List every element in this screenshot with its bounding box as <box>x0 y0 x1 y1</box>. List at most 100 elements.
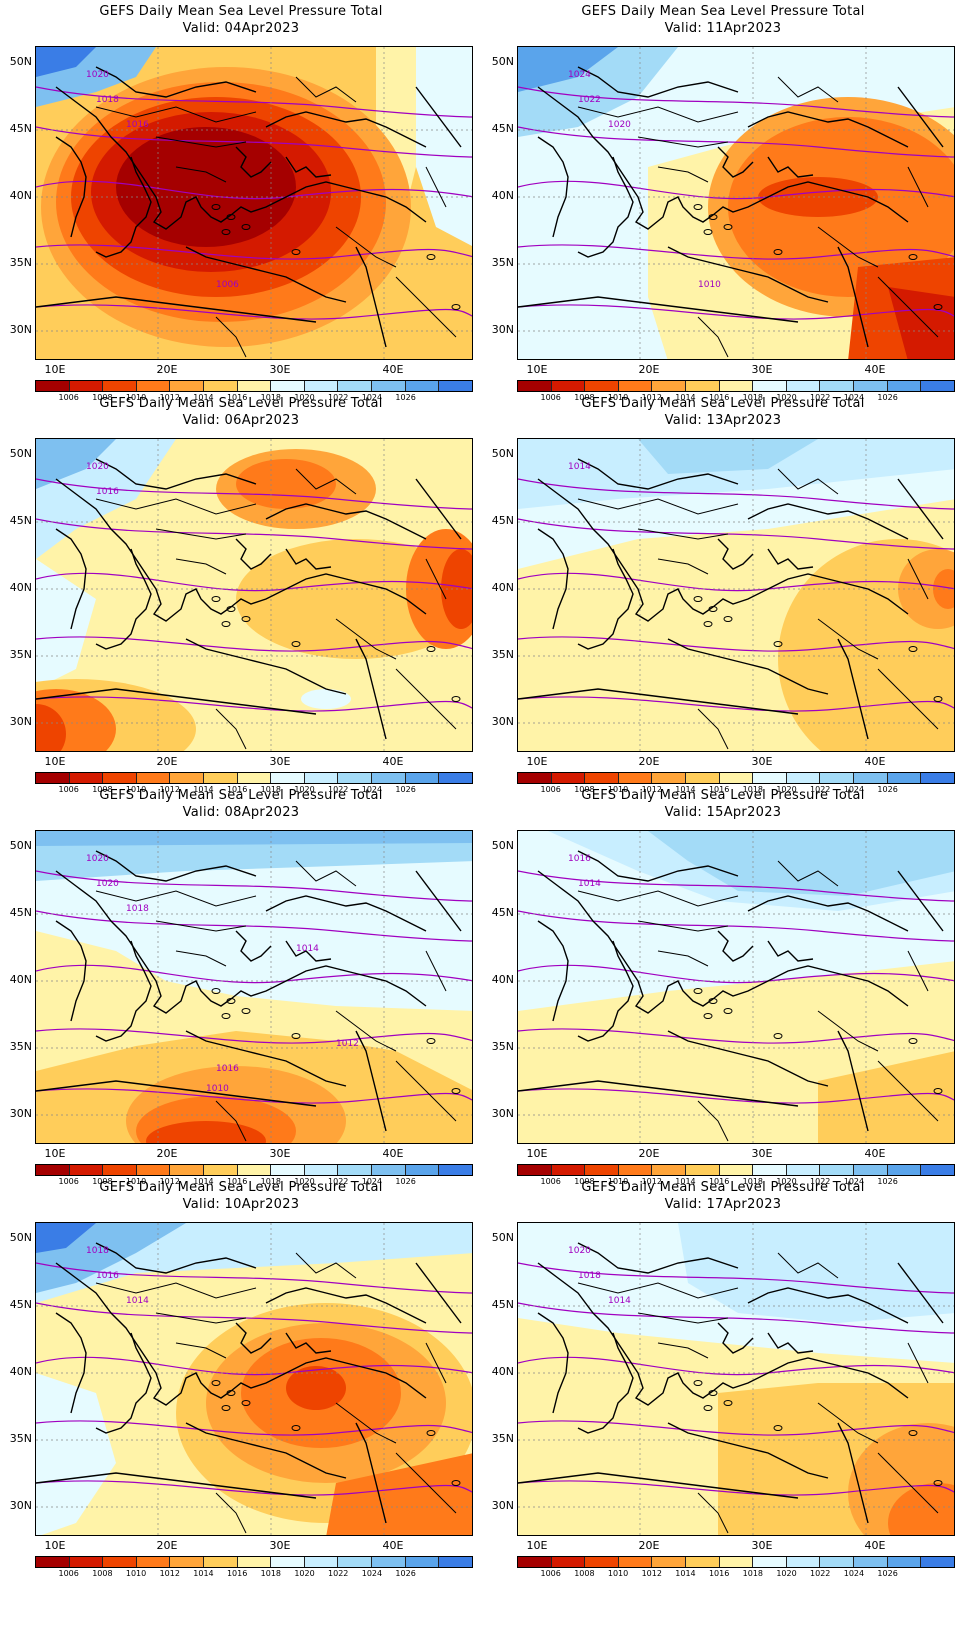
pressure-map: 1016 1014 <box>517 830 955 1144</box>
colorbar-swatch <box>405 1165 440 1175</box>
pressure-map: 1018 1016 1014 <box>35 1222 473 1536</box>
colorbar-swatch <box>405 773 440 783</box>
colorbar-swatch <box>820 1165 855 1175</box>
colorbar-label: 1016 <box>226 785 248 794</box>
colorbar-label: 1012 <box>641 1177 662 1186</box>
colorbar-swatch <box>686 1165 720 1175</box>
longitude-label: 30E <box>751 755 773 768</box>
colorbar-swatch <box>304 773 339 783</box>
colorbar-swatch <box>786 773 821 783</box>
colorbar-swatch <box>786 1557 821 1567</box>
map-panel-13apr: GEFS Daily Mean Sea Level Pressure Total… <box>482 392 964 802</box>
pressure-map: 1014 <box>517 438 955 752</box>
colorbar-swatch <box>719 773 754 783</box>
colorbar-swatch <box>618 1165 653 1175</box>
longitude-label: 40E <box>382 1539 404 1552</box>
colorbar-swatch <box>136 1557 171 1567</box>
colorbar-swatch <box>618 381 653 391</box>
pressure-map: 1024 1022 1020 1010 <box>517 46 955 360</box>
map-panel-10apr: GEFS Daily Mean Sea Level Pressure Total… <box>0 1176 482 1586</box>
latitude-label: 40N <box>9 973 32 986</box>
longitude-label: 40E <box>864 755 886 768</box>
contour-label: 1016 <box>216 1064 239 1074</box>
colorbar-label: 1010 <box>125 393 147 402</box>
contour-label: 1014 <box>296 944 319 954</box>
latitude-label: 35N <box>9 1432 32 1445</box>
longitude-label: 20E <box>638 755 660 768</box>
valid-date: Valid: 10Apr2023 <box>182 1197 300 1212</box>
colorbar-swatch <box>69 1557 104 1567</box>
colorbar-label: 1024 <box>843 1569 865 1578</box>
longitude-label: 20E <box>156 755 178 768</box>
contour-label: 1010 <box>698 280 721 290</box>
contour-label: 1020 <box>568 1246 591 1256</box>
colorbar-label: 1006 <box>58 1569 79 1578</box>
colorbar-swatch <box>271 381 305 391</box>
longitude-label: 10E <box>44 1539 66 1552</box>
longitude-label: 10E <box>44 755 66 768</box>
contour-label: 1022 <box>578 95 601 105</box>
colorbar-label: 1006 <box>58 393 79 402</box>
colorbar-label: 1006 <box>58 1177 79 1186</box>
colorbar-label: 1010 <box>607 785 629 794</box>
colorbar-swatch <box>753 1165 787 1175</box>
latitude-label: 50N <box>9 839 32 852</box>
colorbar-label: 1012 <box>159 785 180 794</box>
colorbar-swatch <box>921 1557 954 1567</box>
colorbar-swatch <box>854 381 888 391</box>
contour-label: 1016 <box>568 854 591 864</box>
contour-label: 1016 <box>96 1271 119 1281</box>
map-title: GEFS Daily Mean Sea Level Pressure Total <box>581 396 865 411</box>
map-panel-08apr: GEFS Daily Mean Sea Level Pressure Total… <box>0 784 482 1194</box>
map-title: GEFS Daily Mean Sea Level Pressure Total <box>99 788 383 803</box>
longitude-label: 40E <box>382 1147 404 1160</box>
colorbar-label: 1022 <box>328 785 349 794</box>
colorbar-swatch <box>170 773 205 783</box>
latitude-label: 45N <box>491 514 514 527</box>
colorbar-swatch <box>204 1165 238 1175</box>
colorbar-swatch <box>820 1557 855 1567</box>
latitude-label: 35N <box>9 1040 32 1053</box>
colorbar-swatch <box>786 381 821 391</box>
colorbar-label: 1008 <box>92 1177 113 1186</box>
colorbar-swatch <box>518 381 552 391</box>
colorbar-label: 1010 <box>125 1177 147 1186</box>
colorbar-swatch <box>170 1557 205 1567</box>
colorbar-label: 1026 <box>395 1569 416 1578</box>
map-panel-11apr: GEFS Daily Mean Sea Level Pressure Total… <box>482 0 964 410</box>
latitude-label: 50N <box>491 1231 514 1244</box>
colorbar-swatch <box>652 773 687 783</box>
longitude-label: 10E <box>44 1147 66 1160</box>
colorbar-swatch <box>887 381 922 391</box>
colorbar-swatch <box>921 773 954 783</box>
contour-label: 1010 <box>206 1084 229 1094</box>
colorbar-swatch <box>585 381 619 391</box>
colorbar-label: 1008 <box>574 393 595 402</box>
valid-date: Valid: 08Apr2023 <box>182 805 300 820</box>
colorbar-label: 1018 <box>260 393 282 402</box>
valid-date: Valid: 04Apr2023 <box>182 21 300 36</box>
colorbar-label: 1018 <box>260 785 282 794</box>
contour-label: 1014 <box>608 1296 631 1306</box>
colorbar-label: 1022 <box>328 1569 349 1578</box>
latitude-label: 50N <box>491 55 514 68</box>
colorbar-swatch <box>585 1165 619 1175</box>
valid-date: Valid: 13Apr2023 <box>664 413 782 428</box>
colorbar-label: 1012 <box>641 393 662 402</box>
valid-date: Valid: 17Apr2023 <box>664 1197 782 1212</box>
colorbar-label: 1026 <box>877 1569 898 1578</box>
colorbar-label: 1008 <box>574 785 595 794</box>
longitude-label: 20E <box>638 1539 660 1552</box>
colorbar-swatch <box>338 1557 373 1567</box>
contour-label: 1020 <box>86 854 109 864</box>
map-title: GEFS Daily Mean Sea Level Pressure Total <box>99 4 383 19</box>
latitude-label: 45N <box>9 906 32 919</box>
latitude-label: 35N <box>491 256 514 269</box>
colorbar-label: 1020 <box>294 393 315 402</box>
colorbar-label: 1006 <box>540 1569 561 1578</box>
colorbar-swatch <box>652 381 687 391</box>
latitude-label: 40N <box>491 973 514 986</box>
latitude-label: 30N <box>9 1107 32 1120</box>
contour-label: 1020 <box>86 70 109 80</box>
colorbar-swatch <box>338 381 373 391</box>
